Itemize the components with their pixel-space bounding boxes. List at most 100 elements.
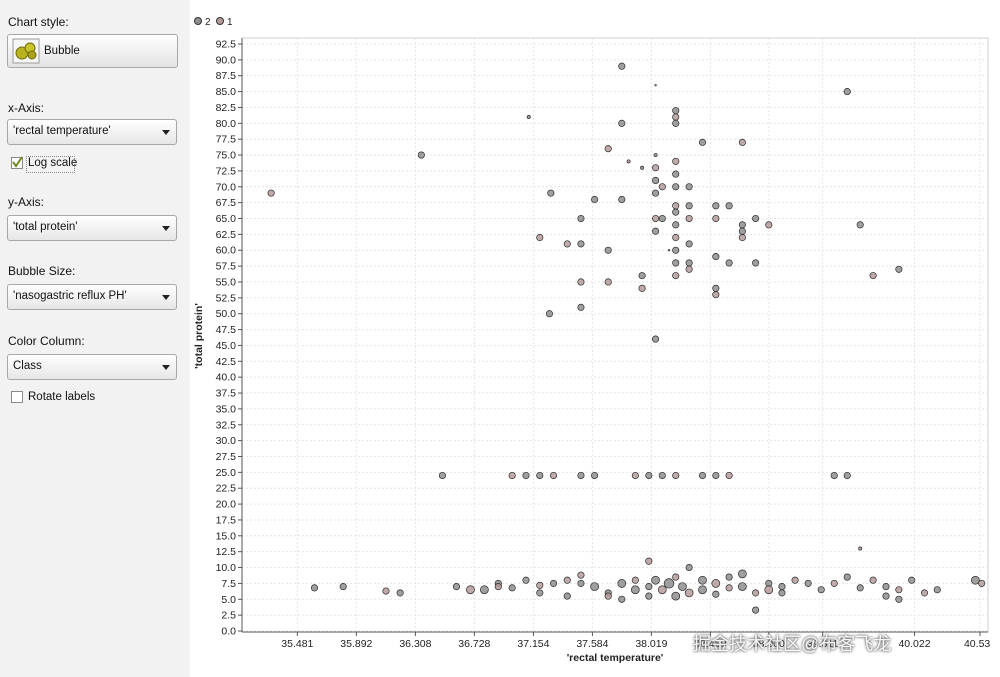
bubble-point[interactable] (536, 589, 544, 597)
bubble-point[interactable] (526, 115, 531, 119)
bubble-point[interactable] (843, 88, 851, 96)
bubble-point[interactable] (652, 335, 660, 343)
bubble-point[interactable] (396, 589, 404, 597)
bubble-point[interactable] (672, 202, 680, 210)
bubble-point[interactable] (618, 62, 626, 70)
bubble-point[interactable] (725, 573, 733, 581)
bubble-point[interactable] (638, 284, 646, 292)
bubble-point[interactable] (711, 579, 721, 588)
bubble-point[interactable] (738, 227, 746, 235)
bubble-point[interactable] (466, 585, 475, 595)
bubble-point[interactable] (765, 221, 773, 229)
bubble-point[interactable] (618, 119, 626, 127)
bubble-point[interactable] (698, 471, 707, 480)
bubble-point[interactable] (672, 208, 680, 216)
bubble-point[interactable] (545, 310, 553, 318)
bubble-point[interactable] (685, 202, 693, 210)
bubble-point[interactable] (882, 583, 890, 591)
bubble-point[interactable] (685, 214, 693, 223)
bubble-point[interactable] (640, 165, 645, 170)
bubble-point[interactable] (804, 579, 812, 587)
bubble-point[interactable] (626, 159, 631, 164)
bubble-point[interactable] (652, 227, 660, 235)
bubble-point[interactable] (577, 471, 585, 480)
bubble-point[interactable] (652, 164, 660, 172)
bubble-point[interactable] (712, 202, 720, 210)
bubble-point[interactable] (631, 576, 639, 584)
bubble-point[interactable] (658, 471, 666, 480)
bubble-point[interactable] (672, 272, 680, 280)
bubble-point[interactable] (651, 575, 660, 585)
bubble-point[interactable] (645, 557, 653, 565)
bubble-point[interactable] (618, 195, 626, 204)
bubble-point[interactable] (508, 584, 516, 592)
bubble-point[interactable] (653, 153, 658, 158)
bubble-point[interactable] (667, 249, 671, 252)
bubble-point[interactable] (672, 221, 680, 229)
bubble-point[interactable] (658, 183, 666, 191)
bubble-point[interactable] (895, 265, 903, 273)
bubble-point[interactable] (672, 183, 680, 191)
bubble-point[interactable] (563, 240, 571, 248)
bubble-point[interactable] (577, 303, 585, 311)
bubble-point[interactable] (685, 265, 693, 273)
bubble-point[interactable] (604, 145, 612, 153)
bubble-point[interactable] (604, 592, 612, 600)
bubble-point[interactable] (438, 471, 446, 480)
bubble-point[interactable] (549, 579, 558, 587)
bubble-point[interactable] (508, 471, 516, 480)
bubble-point[interactable] (547, 189, 555, 197)
bubble-point[interactable] (672, 157, 680, 165)
bubble-point[interactable] (858, 546, 863, 551)
bubble-point[interactable] (869, 272, 877, 280)
bubble-point[interactable] (672, 246, 680, 254)
bubble-point[interactable] (843, 471, 851, 480)
bubble-point[interactable] (738, 138, 746, 146)
bubble-point[interactable] (672, 471, 680, 480)
bubble-point[interactable] (563, 576, 571, 584)
bubble-point[interactable] (645, 471, 653, 480)
bubble-point[interactable] (618, 595, 626, 603)
rotate-labels-checkbox[interactable] (11, 391, 23, 403)
bubble-point[interactable] (522, 576, 530, 584)
log-scale-checkbox[interactable] (11, 156, 23, 169)
bubble-point[interactable] (522, 471, 530, 480)
bubble-point[interactable] (577, 214, 585, 223)
bubble-point[interactable] (830, 579, 838, 587)
bubble-point[interactable] (712, 284, 720, 292)
bubble-point[interactable] (685, 183, 693, 191)
bubble-point[interactable] (563, 592, 571, 600)
bubble-point[interactable] (752, 214, 760, 223)
bubble-point[interactable] (590, 582, 599, 591)
bubble-point[interactable] (869, 576, 877, 584)
bubble-point[interactable] (617, 579, 627, 588)
bubble-point[interactable] (663, 578, 675, 589)
bubble-point[interactable] (591, 471, 599, 480)
bubble-point[interactable] (882, 592, 890, 600)
bubble-point[interactable] (672, 234, 680, 242)
bubble-point[interactable] (698, 575, 707, 585)
bubble-point[interactable] (752, 606, 760, 614)
bubble-point[interactable] (657, 585, 667, 595)
bubble-point[interactable] (971, 575, 980, 585)
bubble-point[interactable] (631, 471, 639, 480)
bubble-point[interactable] (738, 582, 747, 591)
bubble-point[interactable] (672, 119, 680, 127)
bubble-point[interactable] (645, 583, 653, 591)
bubble-point[interactable] (577, 278, 585, 286)
bubble-point[interactable] (671, 591, 681, 601)
bubble-point[interactable] (856, 221, 864, 229)
bubble-point[interactable] (638, 272, 646, 280)
color-column-dropdown[interactable]: Class (7, 354, 177, 380)
bubble-point[interactable] (310, 584, 319, 592)
bubble-point[interactable] (652, 189, 660, 197)
bubble-point[interactable] (577, 579, 585, 587)
bubble-point[interactable] (817, 586, 825, 594)
x-axis-dropdown[interactable]: 'rectal temperature' (7, 119, 177, 145)
bubble-point[interactable] (536, 234, 544, 242)
bubble-point[interactable] (494, 583, 502, 591)
bubble-point[interactable] (684, 588, 694, 598)
bubble-point[interactable] (536, 471, 544, 480)
bubble-point[interactable] (658, 214, 666, 223)
bubble-point[interactable] (591, 195, 599, 204)
